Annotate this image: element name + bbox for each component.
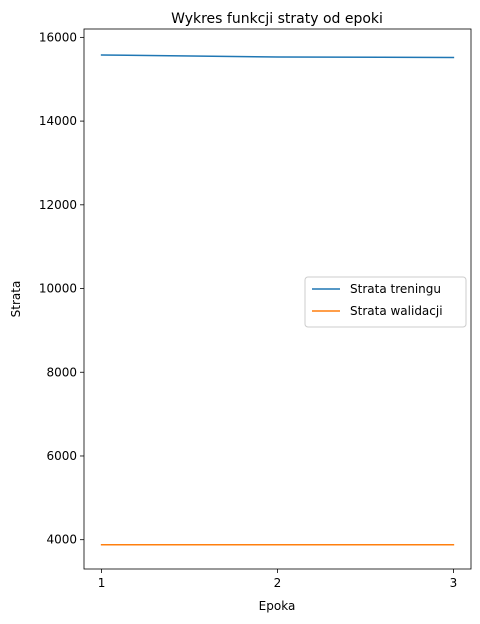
legend-label-training: Strata treningu bbox=[350, 282, 441, 296]
x-axis-ticks: 1 2 3 bbox=[98, 569, 457, 590]
plot-area: 1 2 3 4000 6000 8000 10000 12000 14000 16000 bbox=[39, 28, 472, 590]
y-axis-label: Strata bbox=[9, 281, 23, 318]
y-tick-label: 12000 bbox=[39, 198, 77, 212]
y-tick-label: 8000 bbox=[46, 365, 77, 379]
legend: Strata treningu Strata walidacji bbox=[304, 276, 467, 328]
x-tick-label: 2 bbox=[274, 576, 282, 590]
chart-title: Wykres funkcji straty od epoki bbox=[171, 11, 383, 27]
y-axis-ticks: 4000 6000 8000 10000 12000 14000 16000 bbox=[39, 30, 84, 547]
y-tick-label: 4000 bbox=[46, 533, 77, 547]
x-axis-label: Epoka bbox=[259, 599, 296, 613]
y-tick-label: 16000 bbox=[39, 30, 77, 44]
x-tick-label: 3 bbox=[450, 576, 458, 590]
legend-box bbox=[304, 276, 467, 328]
x-tick-label: 1 bbox=[98, 576, 106, 590]
y-tick-label: 14000 bbox=[39, 114, 77, 128]
legend-label-validation: Strata walidacji bbox=[350, 304, 443, 318]
y-tick-label: 6000 bbox=[46, 449, 77, 463]
series-line-training bbox=[100, 54, 455, 59]
y-tick-label: 10000 bbox=[39, 282, 77, 296]
series-group bbox=[100, 54, 455, 546]
